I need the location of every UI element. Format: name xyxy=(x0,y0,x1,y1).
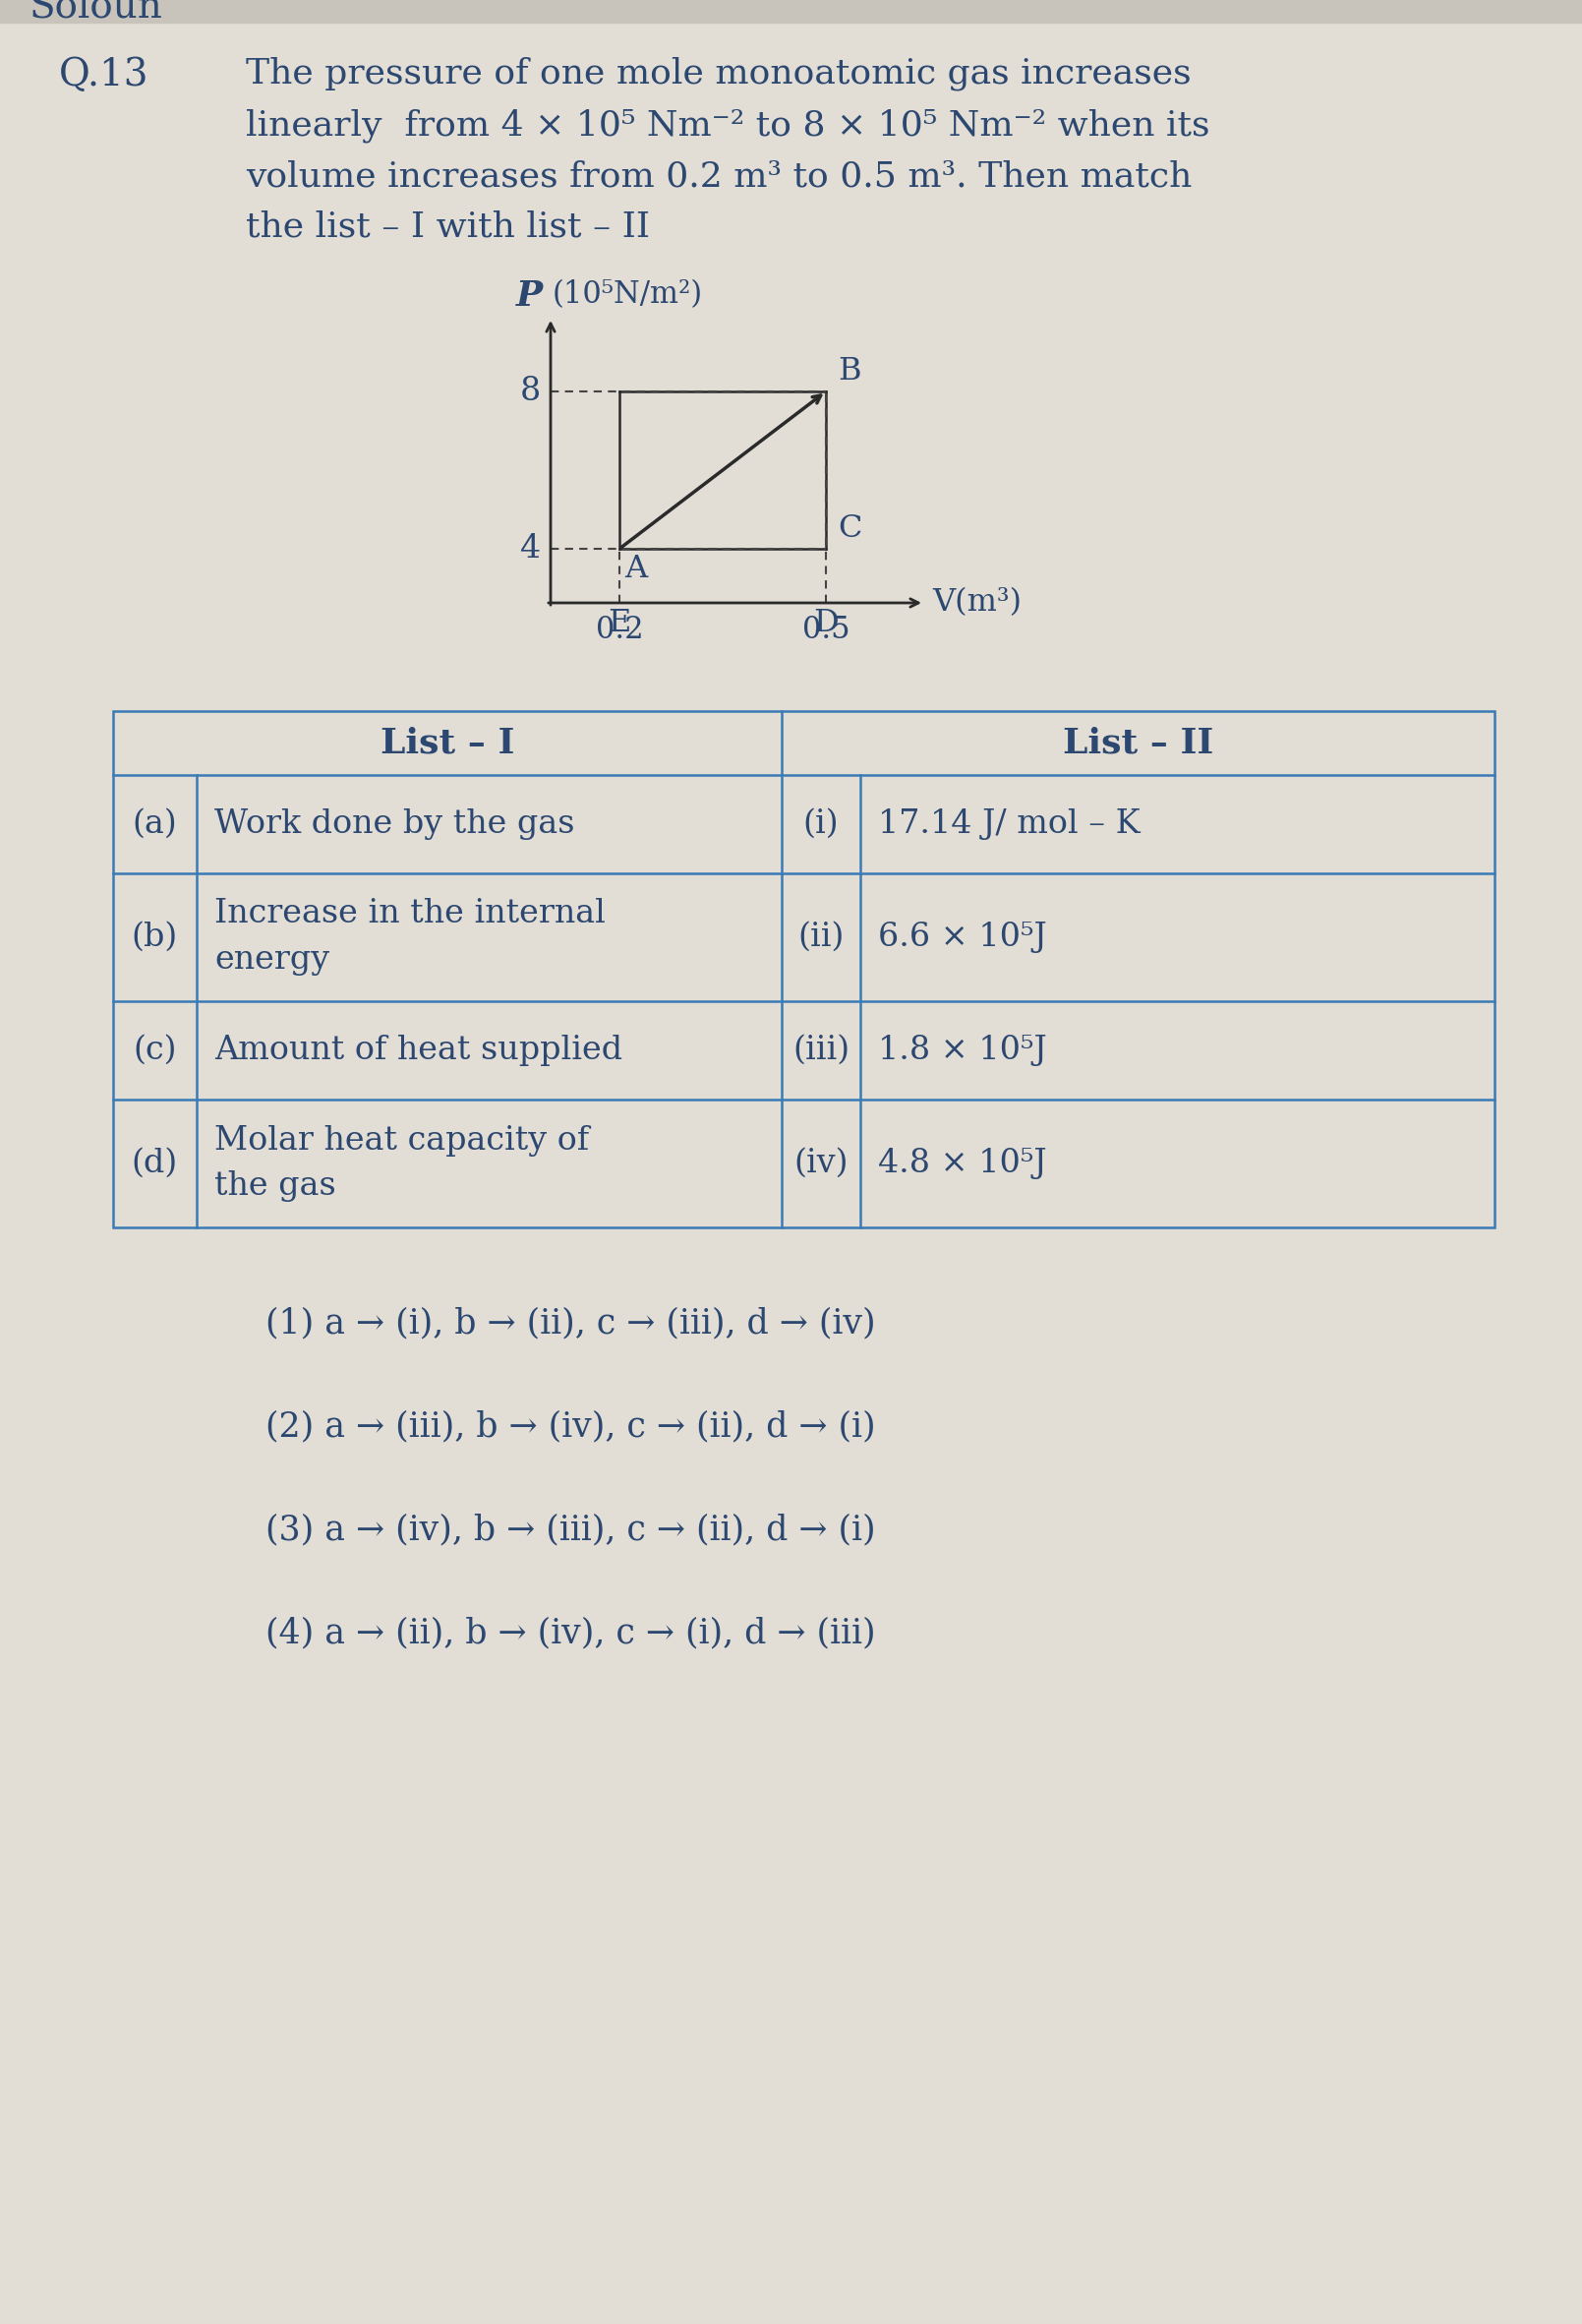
Text: 6.6 × 10⁵J: 6.6 × 10⁵J xyxy=(878,923,1047,953)
Text: Work done by the gas: Work done by the gas xyxy=(214,809,574,839)
Text: (ii): (ii) xyxy=(797,923,845,953)
Text: B: B xyxy=(838,356,861,386)
Text: Increase in the internal
energy: Increase in the internal energy xyxy=(214,899,606,976)
Text: (1) a → (i), b → (ii), c → (iii), d → (iv): (1) a → (i), b → (ii), c → (iii), d → (i… xyxy=(266,1306,876,1339)
Text: C: C xyxy=(838,514,862,544)
Text: (a): (a) xyxy=(133,809,177,839)
Text: 0.2: 0.2 xyxy=(595,614,644,646)
Text: List – I: List – I xyxy=(380,727,514,760)
Text: (b): (b) xyxy=(131,923,179,953)
Text: 8: 8 xyxy=(520,376,541,407)
Text: Q.13: Q.13 xyxy=(59,58,149,93)
Text: (3) a → (iv), b → (iii), c → (ii), d → (i): (3) a → (iv), b → (iii), c → (ii), d → (… xyxy=(266,1513,876,1545)
Text: (10⁵N/m²): (10⁵N/m²) xyxy=(552,279,702,309)
Text: (iii): (iii) xyxy=(793,1034,850,1067)
Text: A: A xyxy=(625,553,647,583)
Text: List – II: List – II xyxy=(1063,727,1213,760)
Text: 4: 4 xyxy=(520,532,541,565)
Text: P: P xyxy=(516,279,543,314)
Text: (iv): (iv) xyxy=(794,1148,848,1178)
Text: Molar heat capacity of
the gas: Molar heat capacity of the gas xyxy=(214,1125,589,1202)
Text: 17.14 J/ mol – K: 17.14 J/ mol – K xyxy=(878,809,1141,839)
Text: (2) a → (iii), b → (iv), c → (ii), d → (i): (2) a → (iii), b → (iv), c → (ii), d → (… xyxy=(266,1408,876,1443)
Text: E: E xyxy=(607,609,631,639)
Text: 0.5: 0.5 xyxy=(802,614,850,646)
Text: (i): (i) xyxy=(804,809,838,839)
Text: Amount of heat supplied: Amount of heat supplied xyxy=(214,1034,622,1067)
Text: 1.8 × 10⁵J: 1.8 × 10⁵J xyxy=(878,1034,1047,1067)
Text: 4.8 × 10⁵J: 4.8 × 10⁵J xyxy=(878,1148,1047,1178)
Text: V(m³): V(m³) xyxy=(932,588,1022,618)
Text: Soloun: Soloun xyxy=(30,0,163,26)
Text: (4) a → (ii), b → (iv), c → (i), d → (iii): (4) a → (ii), b → (iv), c → (i), d → (ii… xyxy=(266,1615,876,1650)
Text: (c): (c) xyxy=(133,1034,177,1067)
Text: The pressure of one mole monoatomic gas increases
linearly  from 4 × 10⁵ Nm⁻² to: The pressure of one mole monoatomic gas … xyxy=(245,58,1210,244)
Bar xyxy=(112,711,1495,1227)
Text: D: D xyxy=(813,609,838,639)
Text: (d): (d) xyxy=(131,1148,179,1178)
